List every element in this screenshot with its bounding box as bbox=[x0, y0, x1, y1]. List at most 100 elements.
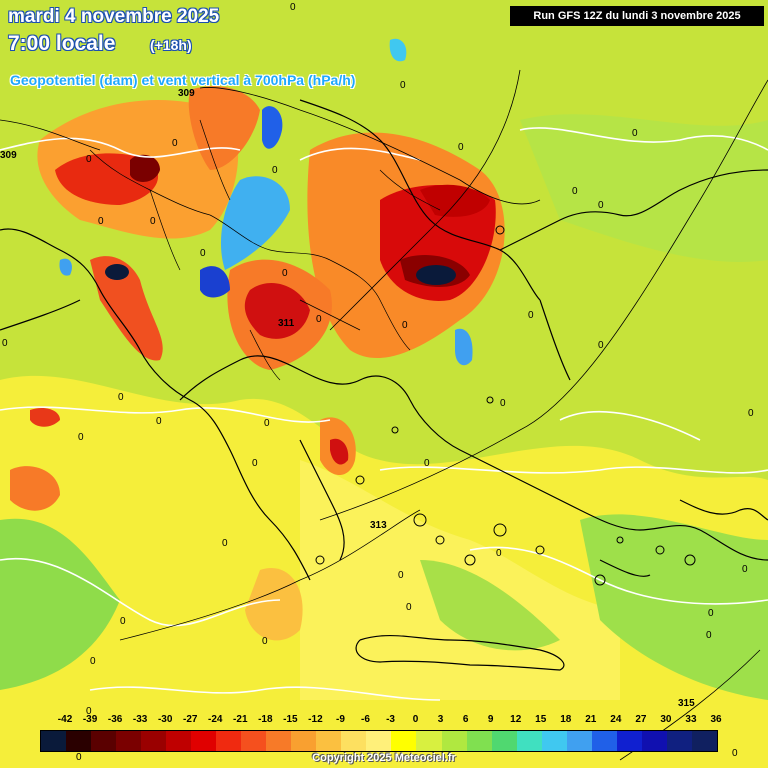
field-blue-area bbox=[389, 38, 407, 62]
legend-swatch bbox=[41, 731, 67, 751]
field-blue-area bbox=[220, 176, 290, 270]
field-darkest-core bbox=[416, 265, 456, 285]
zero-label: 0 bbox=[572, 186, 578, 197]
zero-label: 0 bbox=[708, 608, 714, 619]
field-darkest-core bbox=[105, 264, 129, 280]
run-info: Run GFS 12Z du lundi 3 novembre 2025 bbox=[510, 6, 764, 26]
copyright: Copyright 2025 Meteociel.fr bbox=[312, 752, 456, 764]
legend-value: -39 bbox=[82, 714, 98, 725]
borders bbox=[89, 119, 441, 381]
legend-value: 15 bbox=[535, 714, 547, 725]
zero-label: 0 bbox=[742, 564, 748, 575]
legend-swatch bbox=[466, 731, 492, 751]
zero-label: 0 bbox=[150, 216, 156, 227]
legend-value: 27 bbox=[635, 714, 647, 725]
legend-swatch bbox=[691, 731, 717, 751]
legend-value: -15 bbox=[283, 714, 298, 725]
field-green-area bbox=[520, 114, 768, 262]
legend-swatch bbox=[441, 731, 467, 751]
legend-swatch bbox=[366, 731, 392, 751]
coastlines bbox=[0, 99, 768, 671]
legend-value: 12 bbox=[510, 714, 522, 725]
legend-value: -18 bbox=[258, 714, 273, 725]
legend-swatch bbox=[341, 731, 367, 751]
zero-label: 0 bbox=[78, 432, 84, 443]
field-blue-area bbox=[262, 106, 283, 149]
legend-value: -3 bbox=[386, 714, 395, 725]
forecast-time: 7:00 locale bbox=[8, 32, 116, 55]
field-green-area bbox=[580, 514, 768, 700]
zero-label: 0 bbox=[732, 748, 738, 759]
field-orange-area bbox=[10, 466, 60, 511]
legend-swatch bbox=[491, 731, 517, 751]
zero-label: 0 bbox=[748, 408, 754, 419]
zero-label: 0 bbox=[120, 616, 126, 627]
field-red-area bbox=[130, 154, 160, 182]
legend-value: -21 bbox=[233, 714, 248, 725]
zero-label: 0 bbox=[86, 706, 92, 717]
legend-swatch bbox=[66, 731, 92, 751]
zero-label: 0 bbox=[156, 416, 162, 427]
zero-label: 0 bbox=[200, 248, 206, 259]
zero-label: 0 bbox=[172, 138, 178, 149]
legend-value: 21 bbox=[585, 714, 597, 725]
zero-label: 0 bbox=[598, 340, 604, 351]
field-red-area bbox=[244, 282, 310, 339]
parameter-title: Geopotentiel (dam) et vent vertical à 70… bbox=[10, 72, 356, 88]
zero-label: 0 bbox=[222, 538, 228, 549]
field-green-area bbox=[0, 518, 120, 690]
zero-label: 0 bbox=[400, 80, 406, 91]
legend-value: -36 bbox=[107, 714, 123, 725]
zero-label: 0 bbox=[398, 570, 404, 581]
islands bbox=[315, 225, 696, 586]
zero-label: 0 bbox=[262, 636, 268, 647]
legend-swatch bbox=[516, 731, 542, 751]
field-orange-area bbox=[245, 568, 303, 641]
legend-value: -9 bbox=[335, 714, 345, 725]
legend-value: 18 bbox=[560, 714, 572, 725]
legend-swatch bbox=[141, 731, 167, 751]
field-green-area bbox=[420, 560, 560, 651]
zero-label: 0 bbox=[2, 338, 8, 349]
contour-label: 309 bbox=[178, 88, 195, 99]
zero-label: 0 bbox=[76, 752, 82, 763]
legend-values: -42 -39 -36 -33 -30 -27 -24 -21 -18 -15 -12 -9 -6 -3 0… bbox=[40, 714, 722, 728]
zero-label: 0 bbox=[424, 458, 430, 469]
legend-value: -24 bbox=[208, 714, 223, 725]
contour-label: 309 bbox=[0, 150, 17, 161]
zero-label: 0 bbox=[458, 142, 464, 153]
legend-swatch bbox=[591, 731, 617, 751]
zero-label: 0 bbox=[118, 392, 124, 403]
legend-value: 6 bbox=[462, 714, 469, 725]
legend-value: 0 bbox=[412, 714, 419, 725]
legend-value: 33 bbox=[685, 714, 697, 725]
zero-label: 0 bbox=[316, 314, 322, 325]
legend-value: -12 bbox=[308, 714, 323, 725]
zero-label: 0 bbox=[598, 200, 604, 211]
zero-label: 0 bbox=[98, 216, 104, 227]
contour-label: 311 bbox=[278, 318, 295, 329]
zero-label: 0 bbox=[528, 310, 534, 321]
legend-value: 30 bbox=[660, 714, 672, 725]
legend-swatch bbox=[91, 731, 117, 751]
legend-swatch bbox=[416, 731, 442, 751]
legend-swatch bbox=[216, 731, 242, 751]
field-red-area bbox=[330, 438, 349, 465]
contour-label: 315 bbox=[678, 698, 695, 709]
field-orange-area bbox=[30, 408, 60, 427]
legend-swatch bbox=[541, 731, 567, 751]
field-red-area bbox=[90, 256, 163, 361]
legend-value: -6 bbox=[361, 714, 370, 725]
zero-label: 0 bbox=[272, 165, 278, 176]
zero-label: 0 bbox=[252, 458, 258, 469]
legend-swatch bbox=[391, 731, 417, 751]
legend-swatch bbox=[266, 731, 292, 751]
zero-label: 0 bbox=[86, 154, 92, 165]
zero-label: 0 bbox=[632, 128, 638, 139]
legend-value: 9 bbox=[487, 714, 494, 725]
zero-label: 0 bbox=[282, 268, 288, 279]
field-blue-area bbox=[59, 258, 72, 276]
zero-label: 0 bbox=[706, 630, 712, 641]
legend-value: 36 bbox=[710, 714, 722, 725]
zero-label: 0 bbox=[500, 398, 506, 409]
